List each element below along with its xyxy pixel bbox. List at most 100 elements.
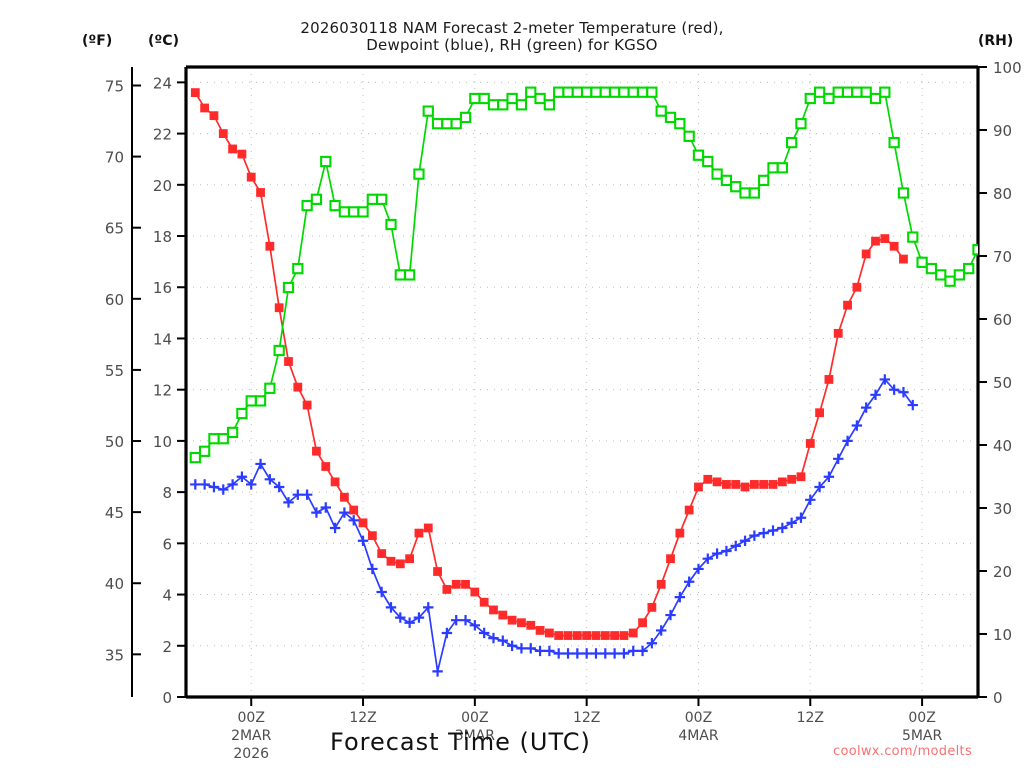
data-point-marker: [338, 206, 351, 218]
data-point-marker: [218, 484, 229, 495]
data-point-marker: [870, 389, 881, 401]
tick-label-celsius: 4: [162, 587, 172, 605]
data-point-marker: [860, 402, 872, 413]
data-point-marker: [478, 627, 490, 639]
data-point-marker: [636, 86, 649, 98]
data-point-marker: [674, 591, 686, 603]
data-point-marker: [283, 497, 294, 508]
x-tick-label-time: 12Z: [349, 710, 376, 726]
data-point-marker: [534, 645, 546, 657]
axes: [131, 65, 987, 706]
grid-lines: [186, 67, 978, 698]
data-point-marker: [497, 99, 509, 111]
data-point-marker: [860, 86, 872, 98]
data-point-marker: [852, 282, 862, 292]
data-point-marker: [237, 149, 247, 159]
data-point-marker: [358, 518, 368, 528]
data-point-marker: [888, 384, 900, 395]
data-point-marker: [292, 262, 304, 275]
data-point-marker: [330, 477, 340, 487]
data-point-marker: [413, 612, 425, 623]
data-point-marker: [925, 262, 938, 275]
data-point-marker: [209, 111, 219, 121]
x-tick-label-day: 3MAR: [455, 728, 496, 744]
data-point-marker: [488, 632, 499, 644]
data-point-marker: [711, 548, 723, 559]
x-tick-label-time: 00Z: [238, 710, 265, 726]
data-point-marker: [721, 545, 732, 557]
x-tick-label-time: 00Z: [685, 710, 712, 726]
data-point-marker: [692, 149, 705, 161]
tick-label-celsius: 18: [153, 228, 172, 246]
data-point-marker: [367, 531, 377, 541]
tick-label-fahrenheit: 35: [105, 646, 124, 664]
data-point-marker: [218, 129, 228, 138]
data-point-marker: [414, 528, 424, 538]
data-point-marker: [824, 375, 834, 384]
x-tick-label-time: 12Z: [573, 710, 600, 726]
data-point-marker: [405, 554, 415, 564]
data-point-marker: [349, 505, 359, 515]
data-point-marker: [189, 451, 201, 464]
data-point-marker: [301, 199, 313, 212]
data-point-marker: [628, 628, 638, 638]
data-point-marker: [302, 400, 312, 410]
data-point-marker: [431, 118, 444, 130]
data-point-marker: [730, 181, 742, 193]
data-point-marker: [200, 103, 210, 113]
data-point-marker: [720, 174, 733, 187]
data-point-marker: [525, 643, 536, 654]
data-point-marker: [227, 479, 238, 490]
data-point-marker: [804, 92, 816, 105]
x-tick-label-time: 00Z: [461, 710, 488, 726]
data-point-marker: [813, 86, 826, 98]
data-point-marker: [646, 86, 658, 98]
data-point-marker: [851, 86, 863, 98]
data-point-marker: [311, 507, 322, 518]
data-point-marker: [507, 615, 517, 625]
x-axis-title: Forecast Time (UTC): [330, 728, 591, 756]
source-watermark: coolwx.com/modelts: [833, 744, 973, 759]
data-point-marker: [637, 645, 648, 657]
data-point-marker: [730, 540, 741, 552]
axis-label-rh: (RH): [978, 33, 1014, 49]
tick-label-celsius: 14: [153, 330, 172, 348]
data-point-marker: [665, 609, 676, 621]
data-point-marker: [571, 86, 583, 98]
tick-label-celsius: 8: [162, 484, 172, 502]
data-point-marker: [694, 482, 703, 492]
data-point-marker: [664, 111, 677, 124]
data-point-marker: [320, 502, 331, 513]
data-point-marker: [469, 620, 481, 631]
data-point-marker: [787, 474, 797, 484]
data-point-marker: [293, 382, 303, 392]
data-point-marker: [777, 522, 788, 534]
data-point-marker: [749, 530, 760, 541]
data-point-marker: [702, 553, 713, 564]
data-point-marker: [376, 193, 388, 205]
tick-label-rh: 90: [993, 122, 1012, 140]
data-point-marker: [880, 234, 890, 243]
data-point-marker: [517, 618, 526, 628]
data-point-marker: [404, 617, 415, 628]
data-point-marker: [646, 638, 658, 649]
series-line: [194, 92, 905, 637]
data-point-marker: [329, 199, 341, 212]
data-point-marker: [264, 474, 276, 485]
data-point-marker: [479, 597, 489, 607]
data-point-marker: [953, 269, 966, 281]
data-point-marker: [712, 477, 722, 487]
data-point-marker: [777, 477, 787, 487]
tick-label-fahrenheit: 55: [105, 362, 124, 380]
data-point-marker: [841, 86, 854, 98]
tick-label-celsius: 2: [162, 638, 172, 656]
data-point-marker: [758, 527, 769, 539]
data-point-marker: [767, 162, 779, 174]
data-point-marker: [684, 505, 694, 515]
data-point-marker: [526, 620, 536, 630]
data-point-marker: [515, 99, 528, 111]
data-point-marker: [748, 187, 761, 199]
data-point-marker: [608, 86, 621, 98]
